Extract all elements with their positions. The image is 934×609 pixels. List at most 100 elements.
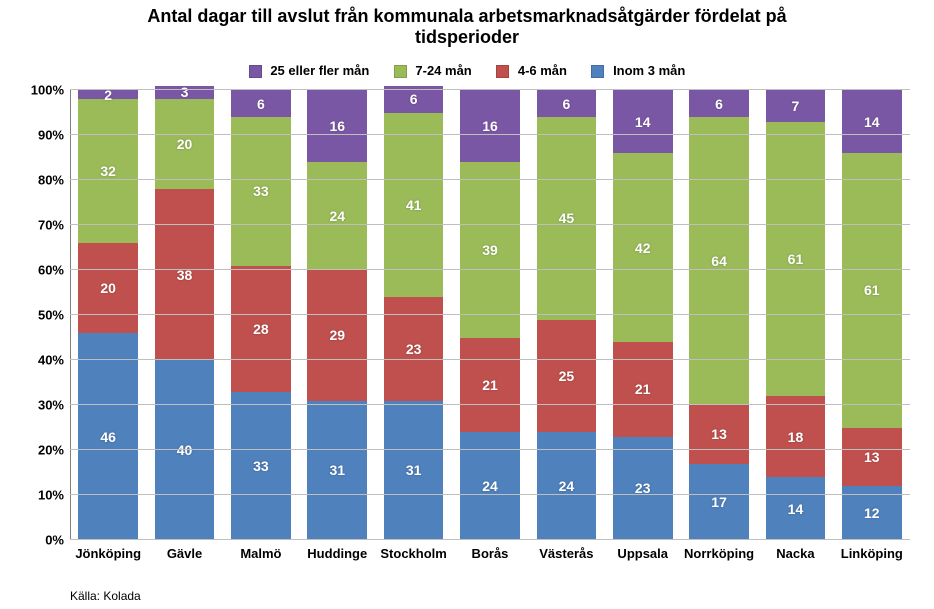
bar-value-label: 24: [329, 208, 345, 224]
grid-line: [70, 89, 910, 90]
bar-value-label: 39: [482, 242, 498, 258]
grid-line: [70, 269, 910, 270]
bar-value-label: 17: [711, 494, 727, 510]
bar-value-label: 40: [177, 442, 193, 458]
bar-segment: 17: [689, 464, 749, 541]
bar-segment: 29: [307, 270, 367, 401]
bar-segment: 13: [689, 405, 749, 464]
bar-segment: 32: [78, 99, 138, 243]
bar-segment: 31: [384, 401, 444, 541]
grid-line: [70, 494, 910, 495]
bar-segment: 45: [537, 117, 597, 320]
chart-title: Antal dagar till avslut från kommunala a…: [0, 6, 934, 48]
chart-container: Antal dagar till avslut från kommunala a…: [0, 0, 934, 609]
bar-value-label: 28: [253, 321, 269, 337]
y-axis-label: 20%: [22, 443, 64, 458]
legend-swatch-7-24: [394, 65, 407, 78]
bar-value-label: 7: [792, 98, 800, 114]
bar-segment: 3: [155, 86, 215, 100]
x-axis-label: Norrköping: [684, 546, 754, 561]
bar-value-label: 25: [559, 368, 575, 384]
bar-value-label: 42: [635, 240, 651, 256]
y-axis-label: 50%: [22, 308, 64, 323]
bar-segment: 6: [689, 90, 749, 117]
bar-value-label: 14: [864, 114, 880, 130]
bar-value-label: 33: [253, 183, 269, 199]
bar-segment: 16: [460, 90, 520, 162]
bar-segment: 6: [537, 90, 597, 117]
bar-segment: 31: [307, 401, 367, 541]
bar-segment: 33: [231, 117, 291, 266]
x-axis-label: Västerås: [539, 546, 593, 561]
legend-item-7-24: 7-24 mån: [394, 63, 472, 78]
legend-label: Inom 3 mån: [613, 63, 685, 78]
bar-segment: 64: [689, 117, 749, 405]
bar-value-label: 6: [562, 96, 570, 112]
bar-segment: 14: [613, 90, 673, 153]
bar-segment: 14: [842, 90, 902, 153]
bar-value-label: 14: [635, 114, 651, 130]
bar-value-label: 21: [482, 377, 498, 393]
y-axis-label: 80%: [22, 173, 64, 188]
legend-item-inom3: Inom 3 mån: [591, 63, 685, 78]
bar-value-label: 6: [410, 91, 418, 107]
bar-segment: 20: [78, 243, 138, 333]
bar-segment: 6: [231, 90, 291, 117]
grid-line: [70, 359, 910, 360]
bar-value-label: 3: [181, 84, 189, 100]
bars-group: 4620322Jönköping4038203Gävle3328336Malmö…: [70, 90, 910, 540]
chart-title-line2: tidsperioder: [0, 27, 934, 48]
chart-source: Källa: Kolada: [70, 589, 141, 603]
chart-legend: 25 eller fler mån 7-24 mån 4-6 mån Inom …: [0, 62, 934, 80]
bar-column: 12136114Linköping: [842, 90, 902, 540]
bar-value-label: 6: [257, 96, 265, 112]
legend-swatch-inom3: [591, 65, 604, 78]
bar-value-label: 29: [329, 327, 345, 343]
x-axis-label: Huddinge: [307, 546, 367, 561]
bar-value-label: 21: [635, 381, 651, 397]
x-axis-label: Uppsala: [617, 546, 668, 561]
bar-segment: 16: [307, 90, 367, 162]
bar-value-label: 14: [788, 501, 804, 517]
bar-value-label: 31: [406, 462, 422, 478]
legend-label: 7-24 mån: [415, 63, 471, 78]
bar-value-label: 41: [406, 197, 422, 213]
legend-item-25plus: 25 eller fler mån: [249, 63, 370, 78]
bar-column: 4620322Jönköping: [78, 90, 138, 540]
y-axis-label: 10%: [22, 488, 64, 503]
bar-segment: 20: [155, 99, 215, 189]
grid-line: [70, 449, 910, 450]
bar-segment: 25: [537, 320, 597, 433]
y-axis-label: 40%: [22, 353, 64, 368]
bar-segment: 61: [842, 153, 902, 428]
bar-value-label: 18: [788, 429, 804, 445]
bar-column: 24213916Borås: [460, 90, 520, 540]
bar-segment: 23: [613, 437, 673, 541]
bar-value-label: 16: [329, 118, 345, 134]
x-axis-label: Malmö: [240, 546, 281, 561]
grid-line: [70, 224, 910, 225]
legend-label: 25 eller fler mån: [270, 63, 369, 78]
bar-value-label: 23: [406, 341, 422, 357]
bar-value-label: 33: [253, 458, 269, 474]
bar-column: 31292416Huddinge: [307, 90, 367, 540]
grid-line: [70, 179, 910, 180]
y-axis-label: 90%: [22, 128, 64, 143]
bar-segment: 23: [384, 297, 444, 401]
bar-column: 3123416Stockholm: [384, 90, 444, 540]
bar-value-label: 64: [711, 253, 727, 269]
bar-column: 23214214Uppsala: [613, 90, 673, 540]
bar-segment: 21: [613, 342, 673, 437]
bar-value-label: 6: [715, 96, 723, 112]
grid-line: [70, 404, 910, 405]
bar-value-label: 12: [864, 505, 880, 521]
bar-value-label: 31: [329, 462, 345, 478]
bar-value-label: 24: [559, 478, 575, 494]
legend-label: 4-6 mån: [518, 63, 567, 78]
grid-line: [70, 134, 910, 135]
plot-area: 4620322Jönköping4038203Gävle3328336Malmö…: [70, 90, 910, 540]
legend-swatch-4-6: [496, 65, 509, 78]
bar-value-label: 46: [100, 429, 116, 445]
bar-segment: 13: [842, 428, 902, 487]
bar-segment: 28: [231, 266, 291, 392]
